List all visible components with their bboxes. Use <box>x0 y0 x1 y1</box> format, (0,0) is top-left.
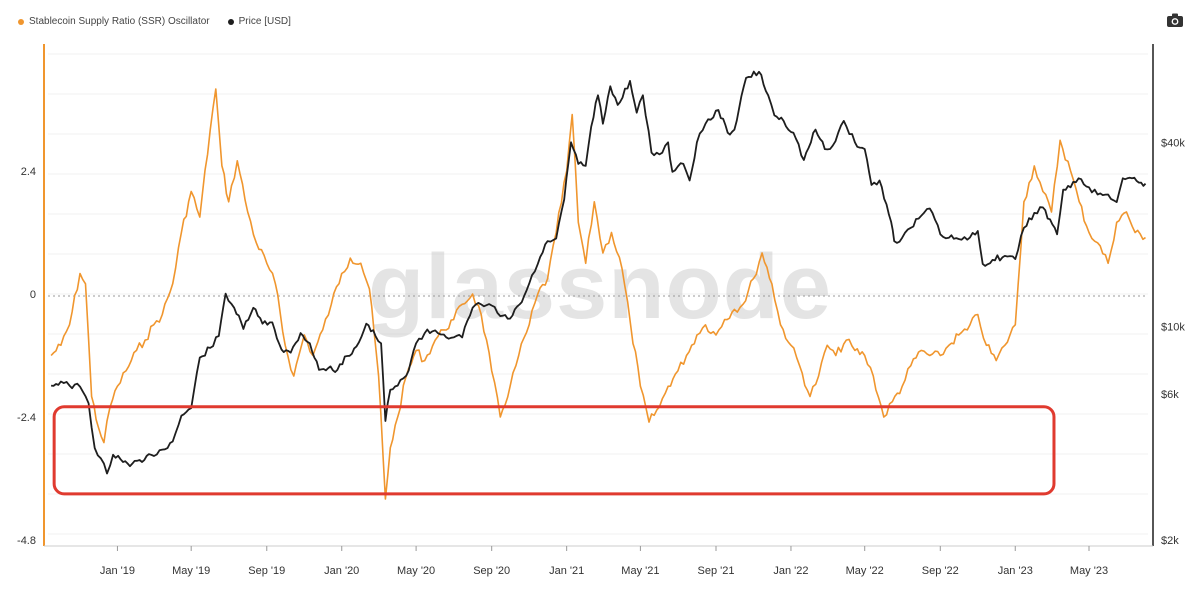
right-tick-label: $6k <box>1161 389 1179 401</box>
ssr-legend-label: Stablecoin Supply Ratio (SSR) Oscillator <box>29 16 210 27</box>
x-tick-label: May '21 <box>621 565 659 577</box>
x-tick-label: Sep '22 <box>922 565 959 577</box>
x-tick-label: May '20 <box>397 565 435 577</box>
x-tick-label: Jan '23 <box>998 565 1033 577</box>
x-tick-label: Jan '21 <box>549 565 584 577</box>
x-tick-label: Sep '20 <box>473 565 510 577</box>
right-tick-label: $40k <box>1161 137 1185 149</box>
watermark: glassnode <box>368 236 832 338</box>
right-tick-label: $2k <box>1161 535 1179 547</box>
left-axis-ticks: 2.4 0 -2.4 -4.8 <box>17 166 36 547</box>
x-tick-label: May '22 <box>846 565 884 577</box>
x-axis-ticks: Jan '19 May '19 Sep '19 Jan '20 May '20 Sep '… <box>100 546 1108 577</box>
x-tick-label: May '23 <box>1070 565 1108 577</box>
x-tick-label: May '19 <box>172 565 210 577</box>
left-tick-label: 0 <box>30 289 36 301</box>
legend-item-price[interactable]: Price [USD] <box>227 16 291 27</box>
x-tick-label: Jan '22 <box>773 565 808 577</box>
highlight-box <box>52 405 1056 496</box>
price-series-line <box>50 70 1147 475</box>
chart-legend: Stablecoin Supply Ratio (SSR) Oscillator… <box>18 16 291 27</box>
ssr-legend-dot <box>18 18 24 25</box>
right-axis-ticks: $40k $10k $6k $2k <box>1161 137 1185 547</box>
camera-icon[interactable] <box>1166 12 1184 28</box>
price-legend-label: Price [USD] <box>238 16 291 27</box>
left-tick-label: -4.8 <box>17 535 36 547</box>
legend-item-ssr[interactable]: Stablecoin Supply Ratio (SSR) Oscillator <box>18 16 210 27</box>
x-tick-label: Sep '19 <box>248 565 285 577</box>
grid-lines <box>48 53 1148 535</box>
left-tick-label: 2.4 <box>21 166 36 178</box>
x-tick-label: Jan '20 <box>324 565 359 577</box>
price-legend-dot <box>227 18 234 25</box>
right-tick-label: $10k <box>1161 321 1185 333</box>
ssr-series-line <box>50 88 1146 500</box>
x-tick-label: Sep '21 <box>698 565 735 577</box>
left-tick-label: -2.4 <box>17 412 36 424</box>
x-tick-label: Jan '19 <box>100 565 135 577</box>
